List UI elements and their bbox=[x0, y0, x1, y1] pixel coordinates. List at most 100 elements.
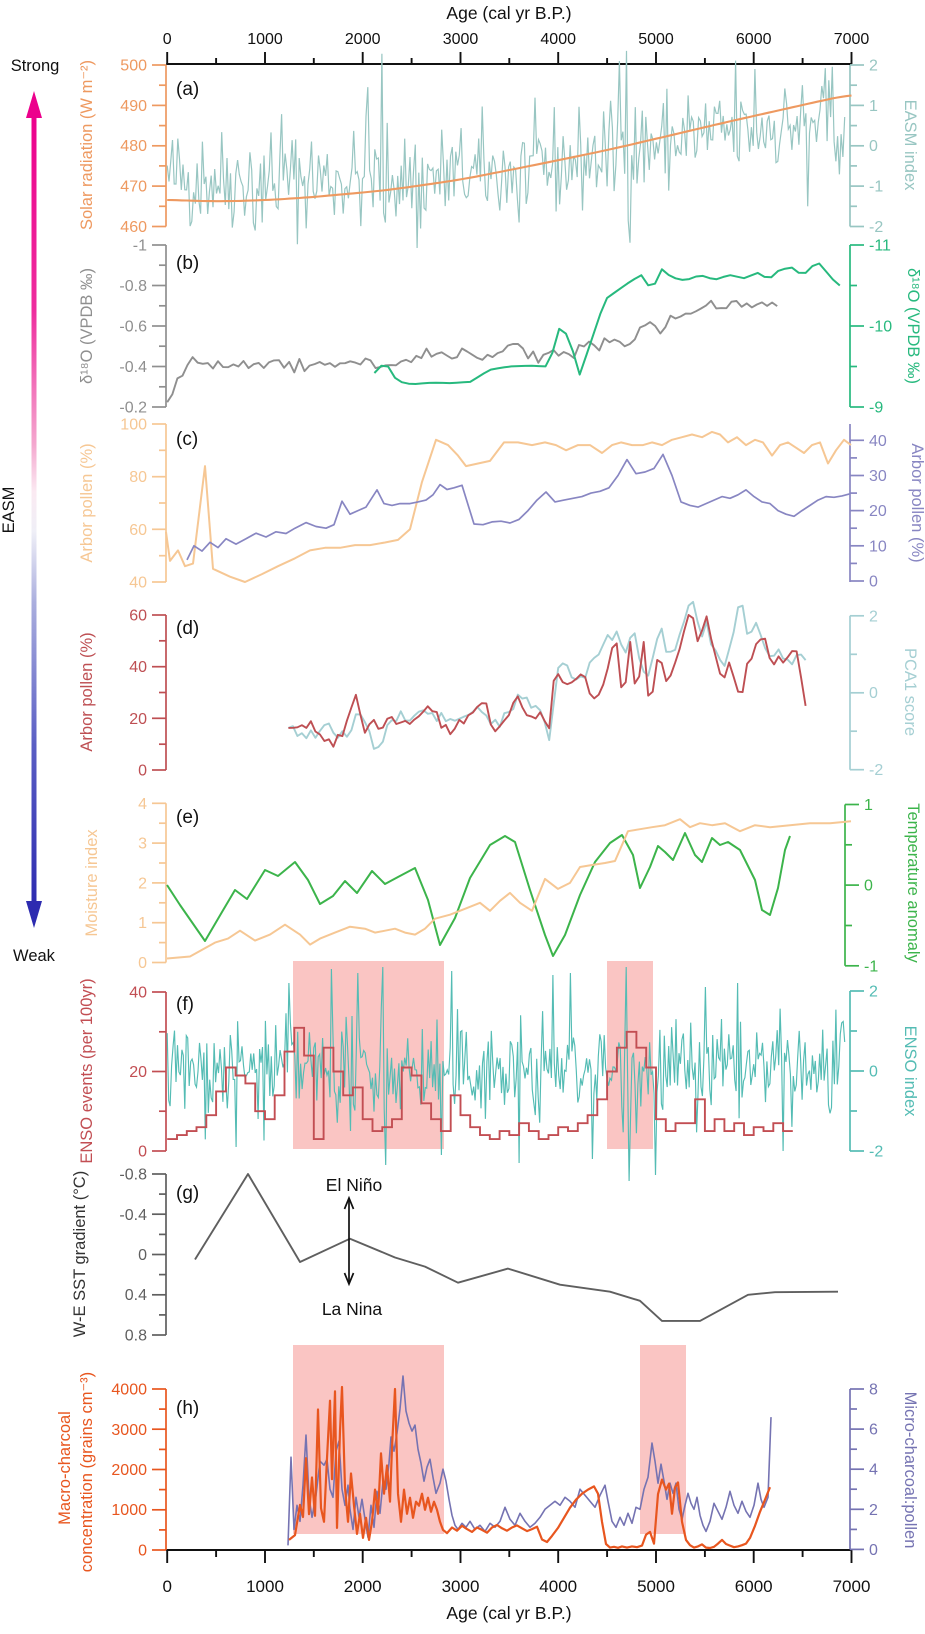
svg-text:2: 2 bbox=[869, 984, 878, 1001]
svg-text:0: 0 bbox=[138, 1144, 147, 1161]
svg-text:0: 0 bbox=[163, 31, 172, 48]
svg-text:470: 470 bbox=[120, 179, 147, 196]
svg-text:60: 60 bbox=[129, 608, 147, 625]
svg-text:4: 4 bbox=[869, 1462, 878, 1479]
svg-text:-2: -2 bbox=[869, 219, 883, 236]
svg-text:0: 0 bbox=[864, 878, 873, 895]
svg-text:-2: -2 bbox=[869, 762, 883, 779]
svg-text:-11: -11 bbox=[869, 238, 891, 255]
svg-text:δ¹⁸O (VPDB ‰): δ¹⁸O (VPDB ‰) bbox=[904, 268, 922, 384]
svg-text:El Niño: El Niño bbox=[326, 1175, 382, 1195]
svg-text:-0.8: -0.8 bbox=[119, 278, 147, 295]
svg-text:5000: 5000 bbox=[637, 1577, 675, 1596]
svg-text:La Nina: La Nina bbox=[322, 1299, 383, 1319]
svg-text:(h): (h) bbox=[176, 1398, 199, 1419]
svg-text:7000: 7000 bbox=[833, 1577, 871, 1596]
svg-text:(e): (e) bbox=[176, 807, 199, 828]
svg-text:3000: 3000 bbox=[111, 1422, 147, 1439]
svg-text:W-E SST gradient (°C): W-E SST gradient (°C) bbox=[71, 1171, 89, 1337]
svg-text:Solar radiation (W m⁻²): Solar radiation (W m⁻²) bbox=[78, 60, 96, 230]
svg-text:5000: 5000 bbox=[638, 31, 674, 48]
svg-text:6000: 6000 bbox=[736, 31, 772, 48]
svg-text:-0.2: -0.2 bbox=[119, 400, 147, 417]
svg-text:-9: -9 bbox=[869, 400, 883, 417]
svg-text:(a): (a) bbox=[176, 79, 199, 100]
svg-text:500: 500 bbox=[120, 58, 147, 75]
svg-text:10: 10 bbox=[869, 538, 887, 555]
svg-text:(d): (d) bbox=[176, 618, 199, 639]
svg-text:Macro-charcoal: Macro-charcoal bbox=[56, 1411, 74, 1525]
svg-text:0: 0 bbox=[869, 685, 878, 702]
svg-text:490: 490 bbox=[120, 98, 147, 115]
svg-text:Age (cal yr B.P.): Age (cal yr B.P.) bbox=[446, 1603, 571, 1623]
svg-text:EASM index: EASM index bbox=[901, 100, 919, 192]
svg-text:4000: 4000 bbox=[111, 1382, 147, 1399]
svg-text:2000: 2000 bbox=[111, 1462, 147, 1479]
svg-text:0.4: 0.4 bbox=[125, 1287, 147, 1304]
svg-text:Arbor pollen (%): Arbor pollen (%) bbox=[908, 443, 925, 562]
svg-text:PCA1 score: PCA1 score bbox=[901, 648, 919, 736]
svg-text:(g): (g) bbox=[176, 1183, 199, 1204]
svg-text:-0.8: -0.8 bbox=[119, 1167, 147, 1184]
svg-text:1000: 1000 bbox=[246, 1577, 284, 1596]
svg-text:0: 0 bbox=[869, 138, 878, 155]
svg-text:(c): (c) bbox=[176, 429, 198, 450]
svg-text:4000: 4000 bbox=[539, 1577, 577, 1596]
svg-text:0: 0 bbox=[162, 1577, 171, 1596]
svg-text:(b): (b) bbox=[176, 253, 199, 274]
svg-text:-10: -10 bbox=[869, 319, 892, 336]
svg-text:ENSO index: ENSO index bbox=[901, 1026, 919, 1118]
svg-text:2: 2 bbox=[869, 58, 878, 75]
svg-text:-2: -2 bbox=[869, 1144, 883, 1161]
svg-text:4000: 4000 bbox=[540, 31, 576, 48]
svg-text:0: 0 bbox=[138, 955, 147, 972]
svg-text:2: 2 bbox=[869, 1502, 878, 1519]
svg-text:80: 80 bbox=[129, 469, 147, 486]
svg-text:40: 40 bbox=[129, 985, 147, 1002]
svg-text:2000: 2000 bbox=[345, 31, 381, 48]
svg-text:0: 0 bbox=[869, 1064, 878, 1081]
svg-text:2000: 2000 bbox=[344, 1577, 382, 1596]
svg-text:0: 0 bbox=[138, 1543, 147, 1560]
svg-text:2: 2 bbox=[138, 875, 147, 892]
svg-text:3: 3 bbox=[138, 836, 147, 853]
svg-text:0: 0 bbox=[138, 763, 147, 780]
svg-text:1000: 1000 bbox=[111, 1502, 147, 1519]
svg-text:480: 480 bbox=[120, 138, 147, 155]
svg-text:Micro-charcoal:pollen: Micro-charcoal:pollen bbox=[901, 1392, 919, 1549]
svg-text:3000: 3000 bbox=[443, 31, 479, 48]
svg-text:ENSO events (per 100yr): ENSO events (per 100yr) bbox=[78, 978, 96, 1163]
svg-text:0: 0 bbox=[869, 1542, 878, 1559]
svg-text:6: 6 bbox=[869, 1422, 878, 1439]
svg-text:1000: 1000 bbox=[247, 31, 283, 48]
svg-text:0.8: 0.8 bbox=[125, 1328, 147, 1345]
svg-text:-1: -1 bbox=[864, 958, 878, 975]
svg-text:100: 100 bbox=[120, 417, 147, 434]
svg-text:8: 8 bbox=[869, 1382, 878, 1399]
svg-text:-0.6: -0.6 bbox=[119, 319, 147, 336]
svg-text:40: 40 bbox=[129, 575, 147, 592]
svg-text:0: 0 bbox=[869, 574, 878, 591]
svg-text:Age (cal yr B.P.): Age (cal yr B.P.) bbox=[446, 3, 571, 23]
svg-text:(f): (f) bbox=[176, 994, 194, 1015]
svg-text:1: 1 bbox=[869, 98, 878, 115]
svg-text:3000: 3000 bbox=[442, 1577, 480, 1596]
svg-text:20: 20 bbox=[129, 1064, 147, 1081]
svg-text:concentration (grains cm⁻³): concentration (grains cm⁻³) bbox=[78, 1372, 96, 1572]
svg-text:20: 20 bbox=[869, 503, 887, 520]
svg-text:460: 460 bbox=[120, 219, 147, 236]
svg-text:EASM: EASM bbox=[0, 487, 18, 534]
svg-text:0: 0 bbox=[138, 1247, 147, 1264]
svg-text:δ¹⁸O (VPDB ‰): δ¹⁸O (VPDB ‰) bbox=[78, 268, 96, 384]
svg-text:Temperature anomaly: Temperature anomaly bbox=[904, 803, 922, 963]
svg-text:2: 2 bbox=[869, 608, 878, 625]
svg-text:Arbor pollen (%): Arbor pollen (%) bbox=[78, 632, 96, 751]
svg-text:7000: 7000 bbox=[834, 31, 870, 48]
svg-text:1: 1 bbox=[138, 915, 147, 932]
svg-text:Strong: Strong bbox=[11, 57, 60, 75]
svg-text:1: 1 bbox=[864, 797, 873, 814]
svg-text:40: 40 bbox=[869, 433, 887, 450]
svg-text:-0.4: -0.4 bbox=[119, 359, 147, 376]
svg-text:Arbor pollen (%): Arbor pollen (%) bbox=[78, 443, 96, 562]
svg-text:-1: -1 bbox=[869, 179, 883, 196]
